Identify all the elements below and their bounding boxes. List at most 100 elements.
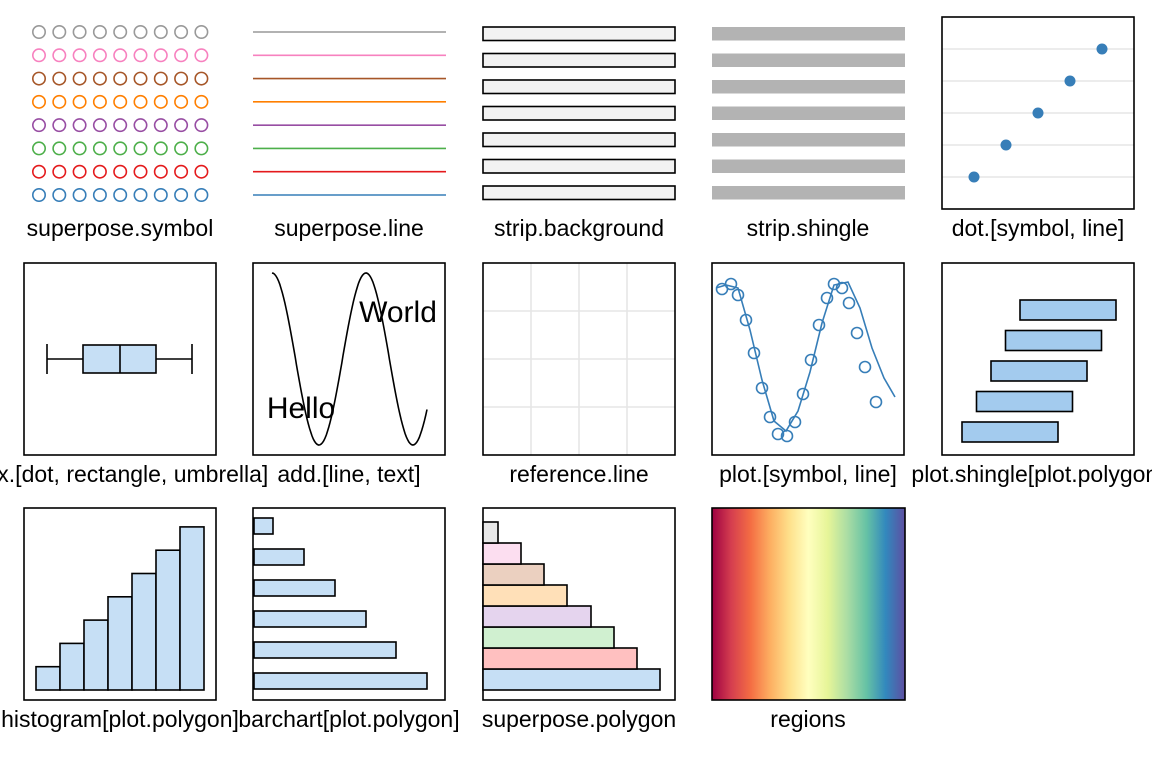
superpose-symbol-point bbox=[31, 164, 46, 179]
superpose-symbol-point bbox=[113, 164, 128, 179]
superpose-symbol-point bbox=[174, 71, 189, 86]
histogram-bar bbox=[59, 642, 85, 691]
superpose-symbol-point bbox=[194, 118, 209, 133]
panel-frame bbox=[711, 507, 906, 701]
superpose-symbol-point bbox=[133, 164, 148, 179]
superpose-polygon-bar bbox=[482, 521, 499, 544]
strip-shingle-rect bbox=[712, 159, 905, 173]
strip-background-rect bbox=[482, 185, 676, 201]
strip-shingle-rect bbox=[712, 106, 905, 120]
superpose-symbol-point bbox=[92, 71, 107, 86]
panel-histogram: histogram[plot.polygon] bbox=[1, 507, 239, 732]
superpose-symbol-point bbox=[174, 141, 189, 156]
strip-background-rect bbox=[482, 105, 676, 121]
plot-line bbox=[715, 281, 896, 433]
panel-label: histogram[plot.polygon] bbox=[1, 706, 239, 732]
panel-label: strip.background bbox=[494, 215, 664, 241]
panel-label: plot.[symbol, line] bbox=[719, 461, 897, 487]
strip-background-rect bbox=[482, 158, 676, 174]
superpose-symbol-point bbox=[194, 164, 209, 179]
superpose-symbol-point bbox=[194, 71, 209, 86]
panel-frame bbox=[482, 262, 676, 456]
panel-superpose-polygon: superpose.polygon bbox=[482, 507, 676, 732]
superpose-symbol-point bbox=[72, 24, 87, 39]
barchart-bar bbox=[253, 548, 305, 566]
histogram-bar bbox=[155, 549, 181, 691]
superpose-symbol-point bbox=[52, 48, 67, 63]
panel-frame bbox=[711, 262, 905, 456]
superpose-symbol-point bbox=[174, 94, 189, 109]
barchart-bar bbox=[253, 641, 397, 659]
superpose-symbol-point bbox=[113, 118, 128, 133]
panel-superpose-line: superpose.line bbox=[253, 31, 446, 241]
superpose-symbol-point bbox=[52, 141, 67, 156]
panel-label: plot.shingle[plot.polygon] bbox=[911, 461, 1152, 487]
superpose-symbol-point bbox=[113, 141, 128, 156]
superpose-symbol-point bbox=[72, 71, 87, 86]
strip-background-rect bbox=[482, 132, 676, 148]
panel-dot-symbol-line: dot.[symbol, line] bbox=[941, 16, 1135, 241]
strip-shingle-rect bbox=[712, 186, 905, 200]
barchart-bar bbox=[253, 610, 367, 628]
panel-label: box.[dot, rectangle, umbrella] bbox=[0, 461, 268, 487]
panel-label: superpose.polygon bbox=[482, 706, 676, 732]
superpose-symbol-point bbox=[72, 118, 87, 133]
panel-add-line-text: World Hello add.[line, text] bbox=[252, 262, 446, 487]
histogram-bar bbox=[131, 572, 157, 691]
panel-frame bbox=[23, 262, 217, 456]
superpose-symbol-point bbox=[133, 141, 148, 156]
superpose-symbol-point bbox=[52, 118, 67, 133]
dot-symbol-point bbox=[1064, 75, 1076, 87]
superpose-symbol-point bbox=[92, 118, 107, 133]
panel-plot-shingle: plot.shingle[plot.polygon] bbox=[911, 262, 1152, 487]
panel-frame bbox=[252, 262, 446, 456]
dot-symbol-point bbox=[1032, 107, 1044, 119]
histogram-bar bbox=[107, 595, 133, 691]
strip-shingle-rect bbox=[712, 27, 905, 41]
histogram-bar bbox=[83, 619, 109, 691]
panel-label: superpose.line bbox=[274, 215, 424, 241]
superpose-symbol-point bbox=[194, 48, 209, 63]
superpose-symbol-point bbox=[31, 188, 46, 203]
superpose-symbol-point bbox=[72, 48, 87, 63]
plot-symbol-point bbox=[771, 427, 785, 441]
add-text-world: World bbox=[359, 296, 437, 329]
dot-symbol-point bbox=[1000, 139, 1012, 151]
histogram-bar bbox=[179, 526, 205, 691]
superpose-symbol-point bbox=[92, 94, 107, 109]
superpose-polygon-bar bbox=[482, 584, 568, 607]
strip-background-rect bbox=[482, 52, 676, 68]
plot-symbol-point bbox=[858, 360, 872, 374]
superpose-symbol-point bbox=[113, 188, 128, 203]
superpose-symbol-point bbox=[174, 24, 189, 39]
superpose-symbol-point bbox=[92, 188, 107, 203]
superpose-symbol-point bbox=[153, 118, 168, 133]
panel-box: box.[dot, rectangle, umbrella] bbox=[0, 262, 268, 487]
superpose-polygon-bar bbox=[482, 668, 661, 691]
superpose-symbol-point bbox=[31, 118, 46, 133]
dot-symbol-point bbox=[968, 171, 980, 183]
shingle-bar bbox=[990, 360, 1088, 382]
superpose-symbol-point bbox=[133, 24, 148, 39]
superpose-symbol-point bbox=[133, 118, 148, 133]
panel-regions: regions bbox=[711, 507, 906, 732]
superpose-polygon-bar bbox=[482, 626, 615, 649]
superpose-symbol-point bbox=[194, 141, 209, 156]
barchart-bar bbox=[253, 517, 274, 535]
superpose-symbol-point bbox=[113, 94, 128, 109]
superpose-symbol-point bbox=[153, 48, 168, 63]
regions-fill bbox=[712, 508, 905, 700]
superpose-symbol-point bbox=[92, 141, 107, 156]
panel-frame bbox=[23, 507, 217, 701]
shingle-bar bbox=[1019, 299, 1117, 321]
plot-symbol-point bbox=[869, 395, 883, 409]
barchart-bar bbox=[253, 672, 428, 690]
strip-shingle-rect bbox=[712, 133, 905, 147]
superpose-symbol-point bbox=[153, 188, 168, 203]
superpose-symbol-point bbox=[72, 188, 87, 203]
superpose-symbol-point bbox=[52, 71, 67, 86]
superpose-symbol-point bbox=[153, 24, 168, 39]
superpose-symbol-point bbox=[92, 24, 107, 39]
superpose-symbol-point bbox=[194, 188, 209, 203]
superpose-symbol-point bbox=[52, 164, 67, 179]
